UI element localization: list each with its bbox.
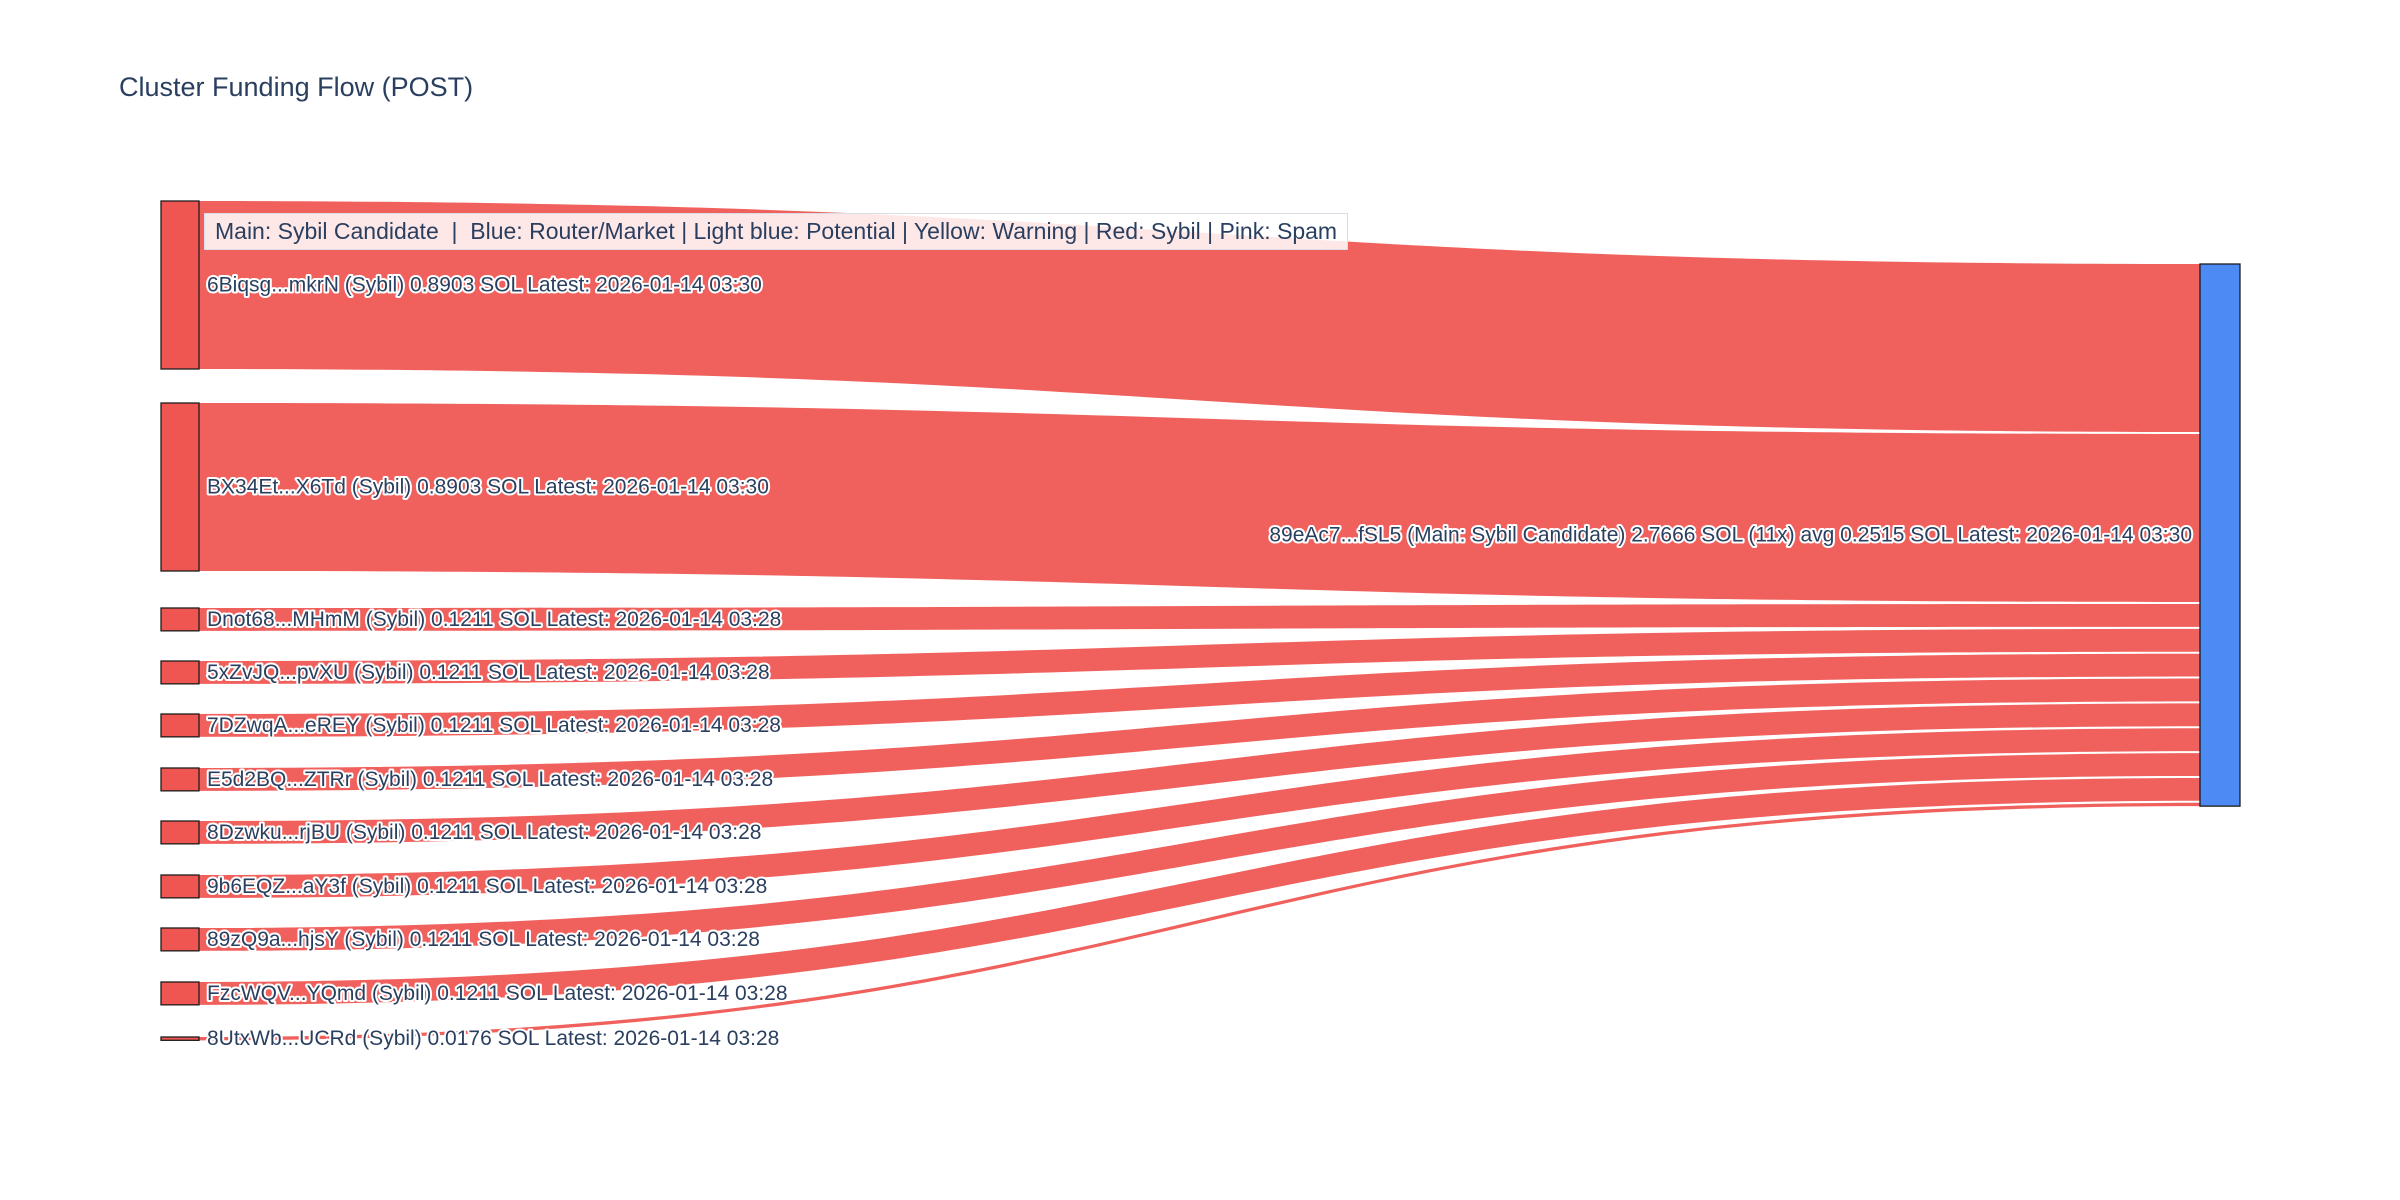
sankey-link[interactable] — [199, 703, 2200, 844]
source-node[interactable] — [160, 1036, 200, 1041]
source-node-label: FzcWQV...YQmd (Sybil) 0.1211 SOL Latest:… — [207, 982, 788, 1005]
sankey-link[interactable] — [199, 603, 2200, 631]
source-node-label: 8UtxWb...UCRd (Sybil) 0.0176 SOL Latest:… — [207, 1027, 779, 1050]
source-node-label: E5d2BQ...ZTRr (Sybil) 0.1211 SOL Latest:… — [207, 768, 773, 791]
sankey-link[interactable] — [199, 777, 2200, 1005]
sankey-link[interactable] — [199, 403, 2200, 602]
source-node[interactable] — [160, 767, 200, 792]
chart-title: Cluster Funding Flow (POST) — [119, 72, 474, 102]
source-node-label: BX34Et...X6Td (Sybil) 0.8903 SOL Latest:… — [207, 475, 769, 498]
source-node[interactable] — [160, 874, 200, 899]
sankey-link[interactable] — [199, 653, 2200, 737]
source-node[interactable] — [160, 927, 200, 952]
target-node[interactable] — [2199, 263, 2241, 807]
source-node-label: 8Dzwku...rjBU (Sybil) 0.1211 SOL Latest:… — [207, 821, 761, 844]
source-node-label: 9b6EQZ...aY3f (Sybil) 0.1211 SOL Latest:… — [207, 875, 767, 898]
sankey-link[interactable] — [199, 201, 2200, 432]
sankey-link[interactable] — [199, 753, 2200, 951]
sankey-link[interactable] — [199, 728, 2200, 898]
sankey-link[interactable] — [199, 628, 2200, 684]
source-node[interactable] — [160, 981, 200, 1006]
legend-note: Main: Sybil Candidate | Blue: Router/Mar… — [204, 213, 1349, 250]
source-node-label: 89zQ9a...hjsY (Sybil) 0.1211 SOL Latest:… — [207, 928, 760, 951]
source-node[interactable] — [160, 200, 200, 370]
sankey-link[interactable] — [199, 678, 2200, 791]
sankey-link[interactable] — [199, 802, 2200, 1041]
source-node[interactable] — [160, 660, 200, 685]
source-node[interactable] — [160, 402, 200, 572]
source-node-label: 7DZwqA...eREY (Sybil) 0.1211 SOL Latest:… — [207, 714, 781, 737]
source-node[interactable] — [160, 713, 200, 738]
source-node[interactable] — [160, 820, 200, 845]
source-node[interactable] — [160, 607, 200, 632]
target-node-label: 89eAc7...fSL5 (Main: Sybil Candidate) 2.… — [1269, 524, 2192, 547]
source-node-label: 5xZvJQ...pvXU (Sybil) 0.1211 SOL Latest:… — [207, 661, 770, 684]
source-node-label: Dnot68...MHmM (Sybil) 0.1211 SOL Latest:… — [207, 608, 781, 631]
source-node-label: 6Biqsg...mkrN (Sybil) 0.8903 SOL Latest:… — [207, 273, 762, 296]
